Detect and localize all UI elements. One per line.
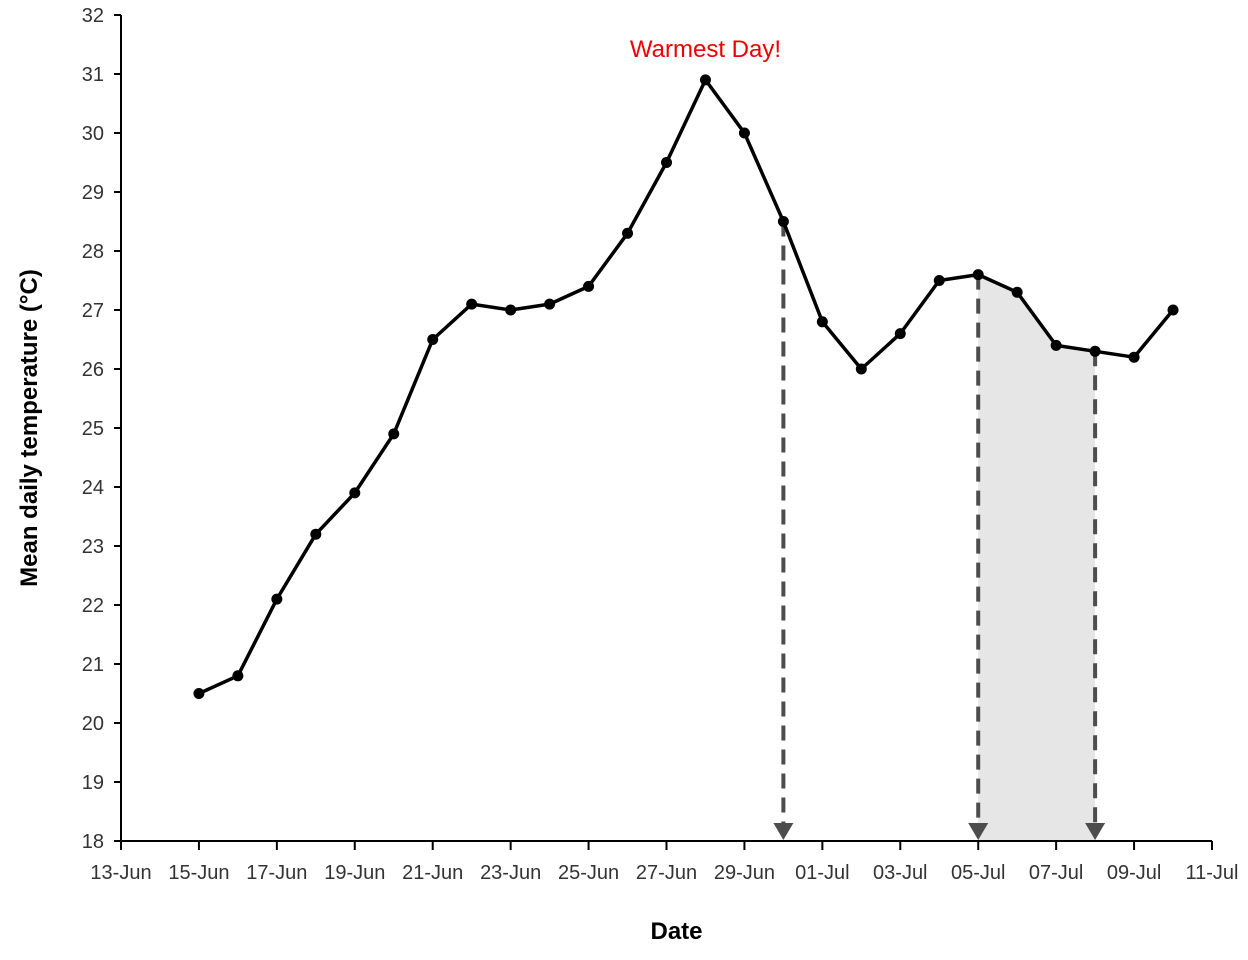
data-point xyxy=(193,688,205,699)
x-tick-label: 05-Jul xyxy=(951,862,1005,884)
data-point xyxy=(1128,351,1140,363)
data-point xyxy=(738,127,750,139)
arrow-head xyxy=(1085,823,1106,840)
shaded-region xyxy=(978,274,1096,842)
data-point xyxy=(622,227,634,239)
y-tick-label: 28 xyxy=(82,241,104,263)
y-tick-label: 18 xyxy=(82,831,104,853)
data-point xyxy=(271,593,283,605)
x-tick-label: 03-Jul xyxy=(873,862,927,884)
y-tick-label: 29 xyxy=(82,182,104,204)
marker-layer xyxy=(773,221,1106,840)
x-tick-label: 29-Jun xyxy=(714,862,775,884)
y-tick-label: 24 xyxy=(82,477,104,499)
data-point xyxy=(1167,304,1179,316)
y-tick-label: 21 xyxy=(82,654,104,676)
series-layer xyxy=(193,74,1179,699)
data-point xyxy=(816,316,828,328)
data-point xyxy=(544,298,556,310)
arrow-head xyxy=(968,823,989,840)
data-point xyxy=(583,280,595,292)
x-tick-label: 13-Jun xyxy=(90,862,151,884)
x-tick-label: 23-Jun xyxy=(480,862,541,884)
y-tick-label: 20 xyxy=(82,713,104,735)
data-point xyxy=(661,157,672,168)
annotation-warmest-day: Warmest Day! xyxy=(630,36,781,63)
data-point xyxy=(310,528,322,540)
data-point xyxy=(777,216,789,227)
data-point xyxy=(1050,339,1062,351)
x-tick-label: 17-Jun xyxy=(246,862,307,884)
data-point xyxy=(894,328,906,340)
x-tick-label: 25-Jun xyxy=(558,862,619,884)
x-tick-label: 11-Jul xyxy=(1186,862,1239,884)
x-axis-title: Date xyxy=(650,918,702,945)
y-tick-label: 22 xyxy=(82,595,104,617)
x-tick-label: 01-Jul xyxy=(795,862,849,884)
arrow-head xyxy=(773,823,794,840)
shaded-region-layer xyxy=(978,274,1096,842)
data-point xyxy=(1011,286,1023,298)
axes: 18 19 20 21 22 23 24 25 26 27 28 29 30 31 32 13-Jun 15-J… xyxy=(82,5,1239,884)
y-tick-label: 25 xyxy=(82,418,104,440)
x-tick-label: 09-Jul xyxy=(1107,862,1161,884)
data-point xyxy=(349,487,361,499)
data-point xyxy=(933,275,945,286)
data-point xyxy=(505,304,517,316)
x-tick-label: 19-Jun xyxy=(324,862,385,884)
data-point xyxy=(232,670,244,682)
text-layer: Warmest Day! Date Mean daily temperature… xyxy=(16,36,781,945)
x-tick-label: 15-Jun xyxy=(168,862,229,884)
data-point xyxy=(855,363,867,375)
data-point xyxy=(972,269,984,281)
y-tick-label: 26 xyxy=(82,359,104,381)
y-tick-label: 27 xyxy=(82,300,104,322)
data-point xyxy=(699,74,711,86)
data-point xyxy=(388,428,400,440)
y-tick-label: 32 xyxy=(82,5,104,27)
y-axis-title: Mean daily temperature (°C) xyxy=(16,269,43,587)
series-line xyxy=(198,78,1175,696)
data-point xyxy=(1089,345,1101,357)
data-point xyxy=(466,298,478,310)
y-tick-label: 30 xyxy=(82,123,104,145)
y-tick-label: 19 xyxy=(82,772,104,794)
y-tick-label: 23 xyxy=(82,536,104,558)
y-tick-label: 31 xyxy=(82,64,104,86)
x-tick-label: 27-Jun xyxy=(636,862,697,884)
x-tick-label: 21-Jun xyxy=(402,862,463,884)
x-tick-label: 07-Jul xyxy=(1029,862,1083,884)
data-point xyxy=(427,334,439,345)
